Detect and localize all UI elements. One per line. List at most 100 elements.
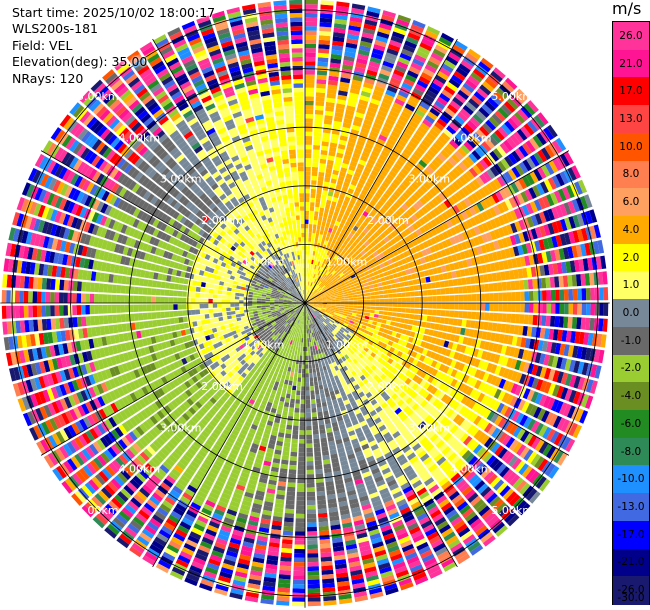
ppi-gate	[373, 238, 380, 245]
ppi-gate	[439, 67, 452, 77]
ppi-gate	[299, 430, 305, 435]
ppi-gate	[468, 267, 474, 276]
ppi-gate	[434, 74, 447, 85]
ppi-gate	[414, 108, 426, 118]
ppi-gate	[483, 254, 490, 263]
ppi-gate	[551, 356, 559, 368]
ppi-gate	[331, 258, 336, 264]
ppi-gate	[352, 292, 357, 295]
ppi-gate	[356, 182, 364, 189]
ppi-gate	[507, 335, 514, 345]
ppi-gate	[318, 257, 322, 262]
ppi-gate	[395, 255, 401, 261]
ppi-gate	[526, 326, 533, 337]
ppi-gate	[328, 280, 334, 285]
ppi-gate	[382, 60, 395, 69]
ppi-gate	[307, 338, 310, 343]
ppi-gate	[298, 447, 305, 453]
ppi-gate	[367, 281, 373, 286]
ppi-gate	[412, 133, 423, 142]
ppi-gate	[322, 287, 327, 291]
ppi-gate	[489, 230, 497, 241]
ppi-gate	[538, 211, 547, 224]
ppi-gate	[596, 333, 603, 347]
ppi-gate	[326, 300, 332, 302]
ppi-gate	[336, 251, 341, 257]
ppi-gate	[305, 162, 311, 167]
ppi-gate	[391, 166, 400, 175]
ppi-gate	[602, 318, 608, 332]
ppi-gate	[354, 272, 360, 277]
ppi-gate	[311, 255, 315, 260]
ppi-gate	[309, 272, 312, 278]
ppi-gate	[518, 177, 528, 190]
ppi-gate	[504, 155, 514, 167]
ppi-gate	[325, 245, 330, 251]
ppi-gate	[313, 273, 316, 279]
ppi-gate	[574, 181, 583, 195]
ppi-gate	[374, 39, 387, 48]
ppi-gate	[351, 266, 357, 272]
ppi-gate	[419, 226, 427, 234]
ppi-gate	[310, 286, 313, 292]
ppi-gate	[305, 259, 307, 264]
ppi-gate	[329, 142, 338, 148]
ppi-gate	[537, 112, 549, 126]
ppi-gate	[554, 342, 562, 355]
ppi-gate	[293, 557, 305, 563]
ppi-gate	[439, 317, 445, 324]
ppi-gate	[541, 195, 551, 208]
ppi-gate	[294, 372, 298, 378]
ppi-gate	[439, 114, 450, 124]
ppi-gate	[355, 285, 360, 289]
ppi-gate	[533, 290, 538, 301]
ppi-gate	[317, 275, 321, 280]
ppi-gate	[364, 262, 370, 268]
ppi-gate	[534, 213, 543, 225]
ppi-gate	[393, 326, 399, 332]
ppi-gate	[448, 122, 460, 132]
ppi-gate	[580, 243, 587, 257]
ppi-gate	[337, 148, 345, 154]
ppi-gate	[315, 285, 319, 290]
ppi-gate	[306, 439, 313, 444]
ppi-gate	[305, 114, 314, 119]
ppi-gate	[333, 279, 338, 284]
ppi-gate	[462, 82, 475, 94]
ppi-gate	[348, 239, 355, 245]
ppi-gate	[368, 102, 379, 110]
ppi-gate	[497, 160, 507, 172]
ppi-gate	[475, 129, 487, 140]
ppi-gate	[313, 300, 318, 302]
ppi-gate	[427, 289, 433, 296]
ppi-gate	[305, 171, 311, 176]
ppi-gate	[312, 346, 316, 351]
ppi-gate	[313, 215, 318, 221]
ppi-gate	[375, 265, 381, 271]
ppi-gate	[559, 233, 567, 246]
ppi-gate	[458, 286, 463, 294]
ppi-gate	[399, 253, 405, 260]
ppi-gate	[351, 315, 356, 319]
ppi-gate	[440, 32, 455, 43]
ppi-gate	[306, 267, 309, 273]
ppi-gate	[366, 231, 373, 238]
ppi-gate	[580, 317, 586, 330]
ppi-gate	[369, 130, 379, 138]
ppi-gate	[320, 293, 325, 296]
ppi-gate	[481, 185, 491, 196]
ppi-gate	[317, 238, 322, 244]
ppi-gate	[318, 521, 329, 527]
ppi-gate	[468, 167, 478, 178]
ppi-gate	[332, 36, 345, 43]
ppi-gate	[400, 151, 410, 160]
ppi-gate	[487, 322, 493, 331]
ppi-gate	[369, 253, 375, 260]
ppi-gate	[549, 192, 559, 205]
ppi-gate	[312, 368, 316, 373]
ppi-gate	[477, 224, 485, 234]
ppi-gate	[341, 255, 346, 261]
ppi-gate	[322, 300, 327, 302]
ppi-gate	[405, 313, 410, 319]
ppi-gate	[436, 288, 441, 295]
